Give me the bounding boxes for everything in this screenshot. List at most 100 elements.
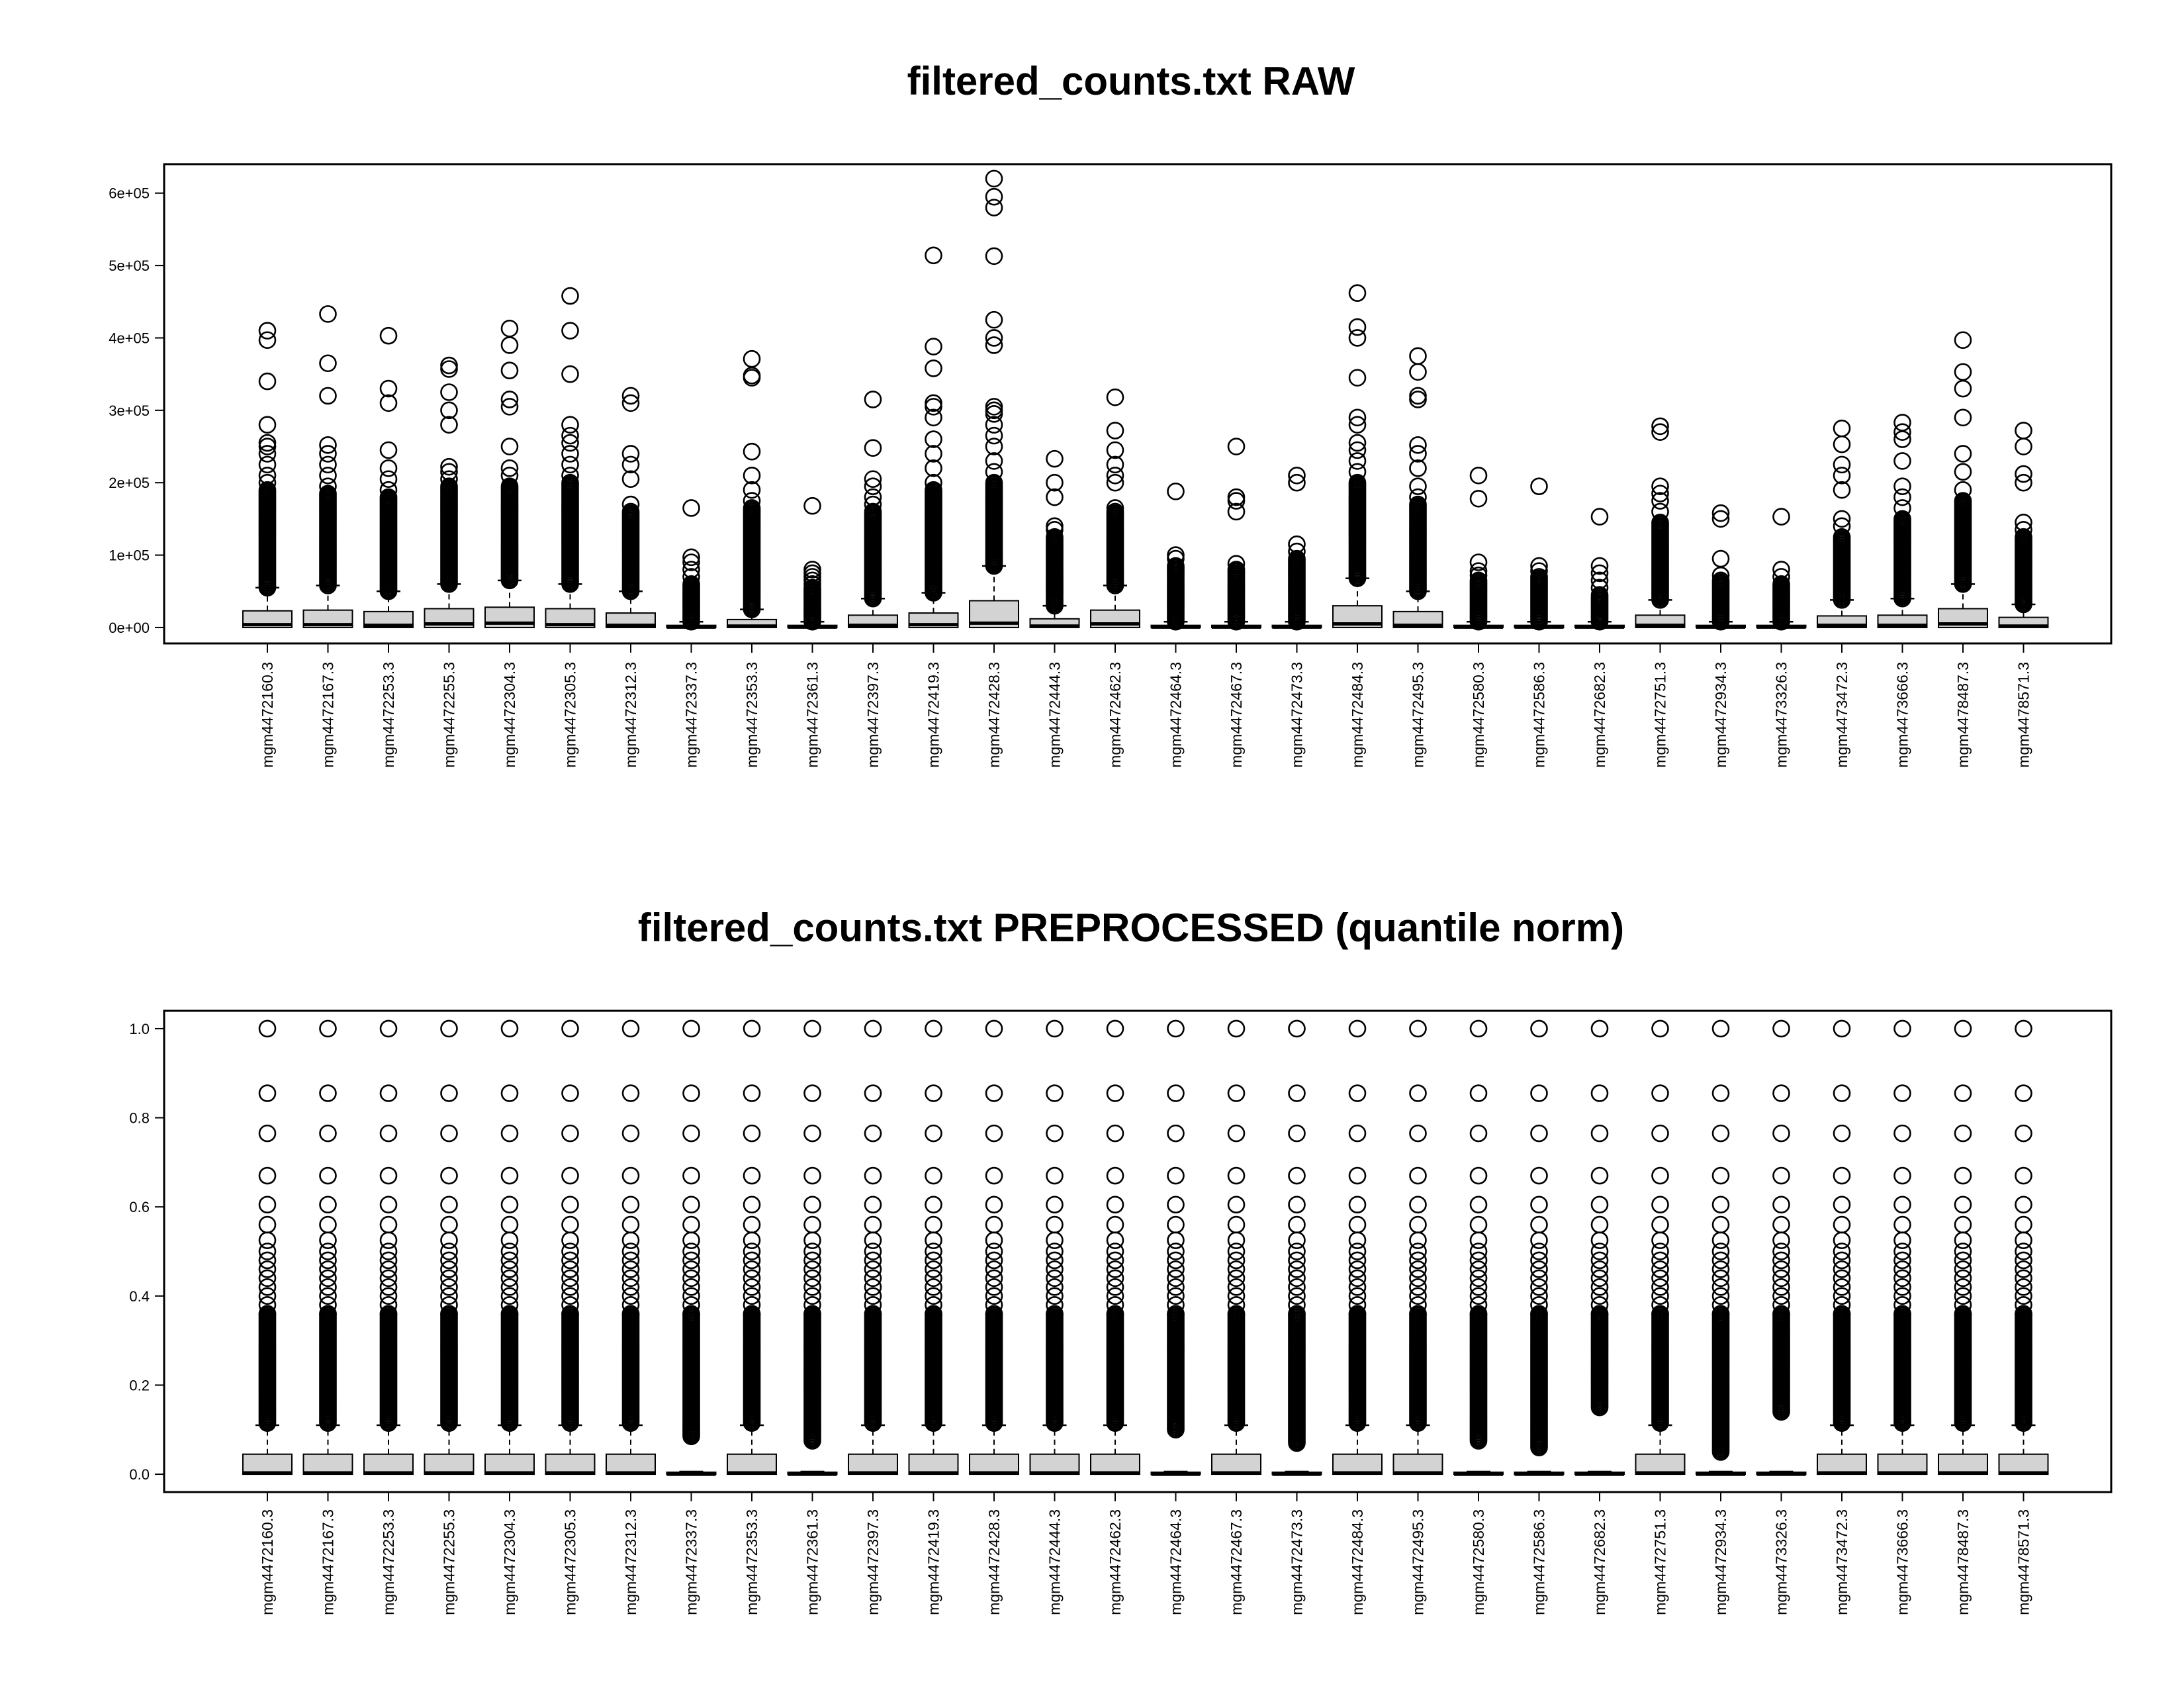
x-tick-label: mgm4472353.3 (743, 662, 760, 768)
box-rect (727, 1453, 777, 1476)
outlier-point (379, 1287, 398, 1305)
outlier-point (1590, 1295, 1609, 1314)
outlier-point (1227, 1287, 1246, 1305)
outlier-point (1893, 488, 1911, 506)
outlier-point (1227, 1231, 1246, 1249)
outlier-point (1590, 557, 1609, 575)
outlier-point (440, 401, 458, 420)
x-tick-label: mgm4472428.3 (985, 662, 1003, 768)
outlier-point (1651, 492, 1669, 510)
outlier-point (1590, 1251, 1609, 1270)
x-tick-label: mgm4472255.3 (441, 662, 458, 768)
outlier-point (440, 1243, 458, 1260)
outlier-point (682, 1166, 700, 1185)
outlier-point (1772, 1124, 1790, 1143)
outlier-point (1954, 408, 1972, 427)
x-tick-label: mgm4478487.3 (1954, 662, 1972, 768)
outlier-point (2015, 1166, 2032, 1185)
outlier-point (1651, 485, 1669, 502)
outlier-point (803, 496, 821, 515)
outlier-point (1409, 363, 1427, 381)
outlier-point (1833, 1287, 1851, 1305)
outlier-point (258, 445, 277, 463)
outlier-point (500, 361, 519, 379)
outlier-point (1711, 1295, 1730, 1314)
outlier-point (379, 1196, 398, 1214)
outlier-point (319, 477, 337, 495)
x-tick-label: mgm4472580.3 (1470, 1509, 1487, 1615)
outlier-point (621, 1124, 640, 1143)
outlier-point (1227, 561, 1246, 579)
box-mgm4472495.3 (1392, 1019, 1443, 1476)
outlier-point (864, 1251, 882, 1270)
outlier-point (985, 1019, 1003, 1038)
x-tick-label: mgm4472464.3 (1167, 662, 1185, 768)
outlier-point (1590, 579, 1609, 597)
outlier-point (621, 1231, 640, 1249)
outlier-point (1227, 502, 1246, 521)
y-axis: 0.0 0.2 0.4 0.6 0.8 1.0 (129, 1021, 165, 1483)
outlier-point (1954, 1305, 1972, 1323)
outlier-point (1469, 466, 1488, 485)
outlier-point (319, 387, 337, 405)
outlier-point (985, 1269, 1003, 1288)
outlier-point (500, 1305, 519, 1323)
x-tick-label: mgm4472464.3 (1167, 1509, 1185, 1615)
outlier-point (1530, 1231, 1548, 1249)
outlier-point (1106, 1278, 1124, 1296)
outlier-point (1711, 1019, 1730, 1038)
outlier-point (925, 1215, 942, 1234)
outlier-point (1046, 1196, 1064, 1214)
outlier-point (1530, 1243, 1548, 1260)
outlier-point (1772, 561, 1790, 579)
box-mgm4473472.3 (1817, 1019, 1867, 1476)
outlier-point (1711, 1084, 1730, 1102)
outlier-point (1227, 1084, 1246, 1102)
outlier-point (1469, 1019, 1488, 1038)
outlier-point (1288, 1295, 1306, 1314)
outlier-point (925, 1269, 942, 1288)
outlier-point (864, 1019, 882, 1038)
outlier-point (379, 488, 398, 506)
outlier-point (1227, 555, 1246, 573)
outlier-point (1954, 445, 1972, 463)
outlier-point (379, 326, 398, 345)
outlier-point (1590, 571, 1609, 590)
outlier-point (1711, 1243, 1730, 1260)
outlier-point (1348, 441, 1367, 459)
box-mgm4472462.3 (1090, 388, 1140, 628)
outlier-point (1833, 1196, 1851, 1214)
outlier-point (1893, 414, 1911, 432)
box-mgm4472428.3 (969, 169, 1019, 628)
outlier-point (1227, 1124, 1246, 1143)
outlier-point (925, 359, 942, 377)
x-tick-label: mgm4472312.3 (622, 662, 639, 768)
outlier-point (1651, 1019, 1669, 1038)
outlier-point (803, 1084, 821, 1102)
y-tick-label: 0.4 (129, 1288, 150, 1305)
outlier-point (1106, 455, 1124, 474)
outlier-point (561, 1287, 579, 1305)
x-tick-label: mgm4472934.3 (1712, 662, 1729, 768)
box-rect (848, 1453, 898, 1476)
outlier-point (379, 379, 398, 398)
outlier-point (258, 1019, 277, 1038)
outlier-point (1590, 1305, 1609, 1323)
outlier-point (1469, 1215, 1488, 1234)
outlier-point (440, 457, 458, 476)
outlier-point (743, 466, 761, 485)
outlier-point (925, 398, 942, 416)
box-mgm4472473.3 (1271, 1019, 1322, 1476)
outlier-point (743, 1124, 761, 1143)
outlier-point (1711, 1215, 1730, 1234)
outlier-point (1227, 1166, 1246, 1185)
outlier-point (1046, 1084, 1064, 1102)
outlier-point (1651, 1251, 1669, 1270)
outlier-point (743, 1251, 761, 1270)
outlier-point (1227, 1215, 1246, 1234)
outlier-point (1046, 1019, 1064, 1038)
outlier-point (864, 470, 882, 489)
outlier-point (925, 246, 942, 265)
outlier-point (1772, 1305, 1790, 1323)
outlier-point (1711, 1124, 1730, 1143)
